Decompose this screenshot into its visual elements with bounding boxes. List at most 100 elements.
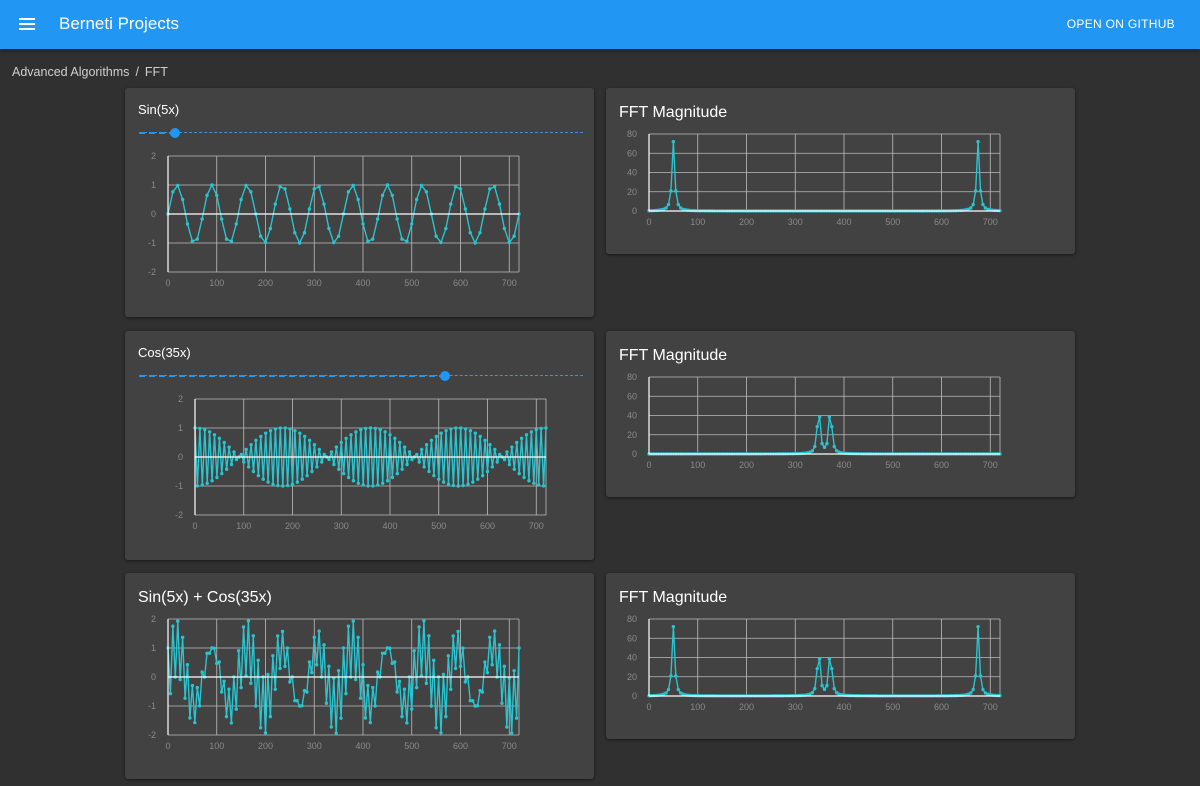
x-tick-label: 700 [529, 521, 544, 531]
data-point [429, 704, 433, 708]
data-point [339, 440, 343, 445]
data-point [429, 438, 434, 443]
x-tick-label: 300 [307, 741, 322, 751]
x-tick-label: 300 [334, 521, 349, 531]
data-point [244, 183, 248, 188]
data-point [353, 677, 358, 682]
data-point [356, 197, 360, 202]
data-point [346, 475, 351, 480]
data-point [492, 185, 497, 189]
data-point [210, 479, 214, 483]
data-point [320, 460, 324, 464]
data-point [820, 441, 824, 446]
data-point [219, 690, 224, 694]
data-point [168, 691, 173, 696]
data-point [392, 660, 397, 664]
data-point [205, 193, 209, 198]
data-point [375, 670, 380, 674]
data-point [229, 239, 234, 243]
data-point [417, 625, 421, 629]
x-tick-label: 600 [453, 741, 468, 751]
data-point [539, 426, 543, 431]
data-point [480, 690, 485, 694]
data-point [178, 677, 182, 682]
data-point [497, 202, 502, 206]
data-point [405, 721, 409, 725]
series-line [648, 141, 1000, 212]
data-point [239, 685, 243, 690]
data-point [258, 726, 263, 730]
data-point [666, 202, 671, 207]
data-point [402, 687, 407, 691]
data-point [358, 696, 363, 700]
data-point [371, 484, 375, 488]
data-point [810, 449, 815, 453]
data-point [454, 426, 458, 430]
data-point [449, 202, 453, 206]
data-point [207, 430, 212, 434]
data-point [346, 190, 351, 194]
frequency-slider-1[interactable] [139, 127, 583, 139]
data-point [310, 670, 314, 675]
data-point [500, 701, 504, 705]
data-point [478, 434, 482, 439]
data-point [341, 471, 346, 476]
data-point [297, 704, 302, 708]
data-point [263, 431, 268, 435]
data-point [427, 634, 431, 638]
data-point [449, 427, 453, 431]
open-on-github-button[interactable]: OPEN ON GITHUB [1066, 17, 1175, 31]
data-point [373, 426, 378, 431]
data-point [674, 674, 678, 678]
data-point [378, 428, 382, 432]
data-point [969, 691, 973, 695]
data-point [288, 427, 292, 431]
data-point [268, 429, 273, 433]
data-point [473, 704, 477, 708]
data-point [458, 187, 463, 191]
data-point [259, 434, 263, 439]
y-tick-label: -1 [148, 701, 156, 711]
data-point [485, 670, 490, 675]
x-tick-label: 400 [355, 278, 370, 288]
data-point [317, 629, 321, 633]
data-point [185, 663, 190, 667]
data-point [368, 426, 373, 430]
data-point [476, 477, 480, 481]
data-point [449, 687, 453, 691]
data-point [239, 197, 243, 202]
data-point [297, 241, 302, 245]
breadcrumb-parent[interactable]: Advanced Algorithms [12, 65, 130, 79]
data-point [242, 460, 246, 464]
data-point [470, 699, 475, 703]
data-point [295, 699, 299, 703]
data-point [981, 202, 985, 207]
data-point [815, 666, 819, 671]
data-point [505, 725, 509, 729]
data-point [522, 475, 526, 480]
data-point [971, 202, 975, 207]
data-point [385, 646, 390, 650]
data-point [969, 206, 973, 210]
app-title: Berneti Projects [59, 14, 179, 33]
slider-thumb[interactable] [440, 371, 451, 381]
fft-chart-3: 0 100 200 300 400 500 600 700 0 20 40 60 80 [627, 614, 1002, 712]
y-tick-label: -1 [148, 238, 156, 248]
x-tick-label: 500 [404, 278, 419, 288]
data-point [197, 704, 202, 708]
x-tick-label: 200 [258, 741, 273, 751]
y-tick-label: 0 [178, 452, 183, 462]
fft-title-1: FFT Magnitude [619, 104, 728, 121]
data-point [298, 431, 302, 435]
x-tick-label: 500 [885, 460, 900, 470]
data-point [307, 438, 312, 443]
x-tick-label: 0 [165, 741, 170, 751]
data-point [278, 185, 282, 189]
data-point [422, 619, 426, 623]
data-point [488, 187, 492, 191]
data-point [441, 480, 446, 484]
frequency-slider-2[interactable] [139, 370, 583, 382]
data-point [488, 635, 492, 640]
menu-icon[interactable] [19, 15, 39, 35]
slider-thumb[interactable] [169, 128, 180, 138]
